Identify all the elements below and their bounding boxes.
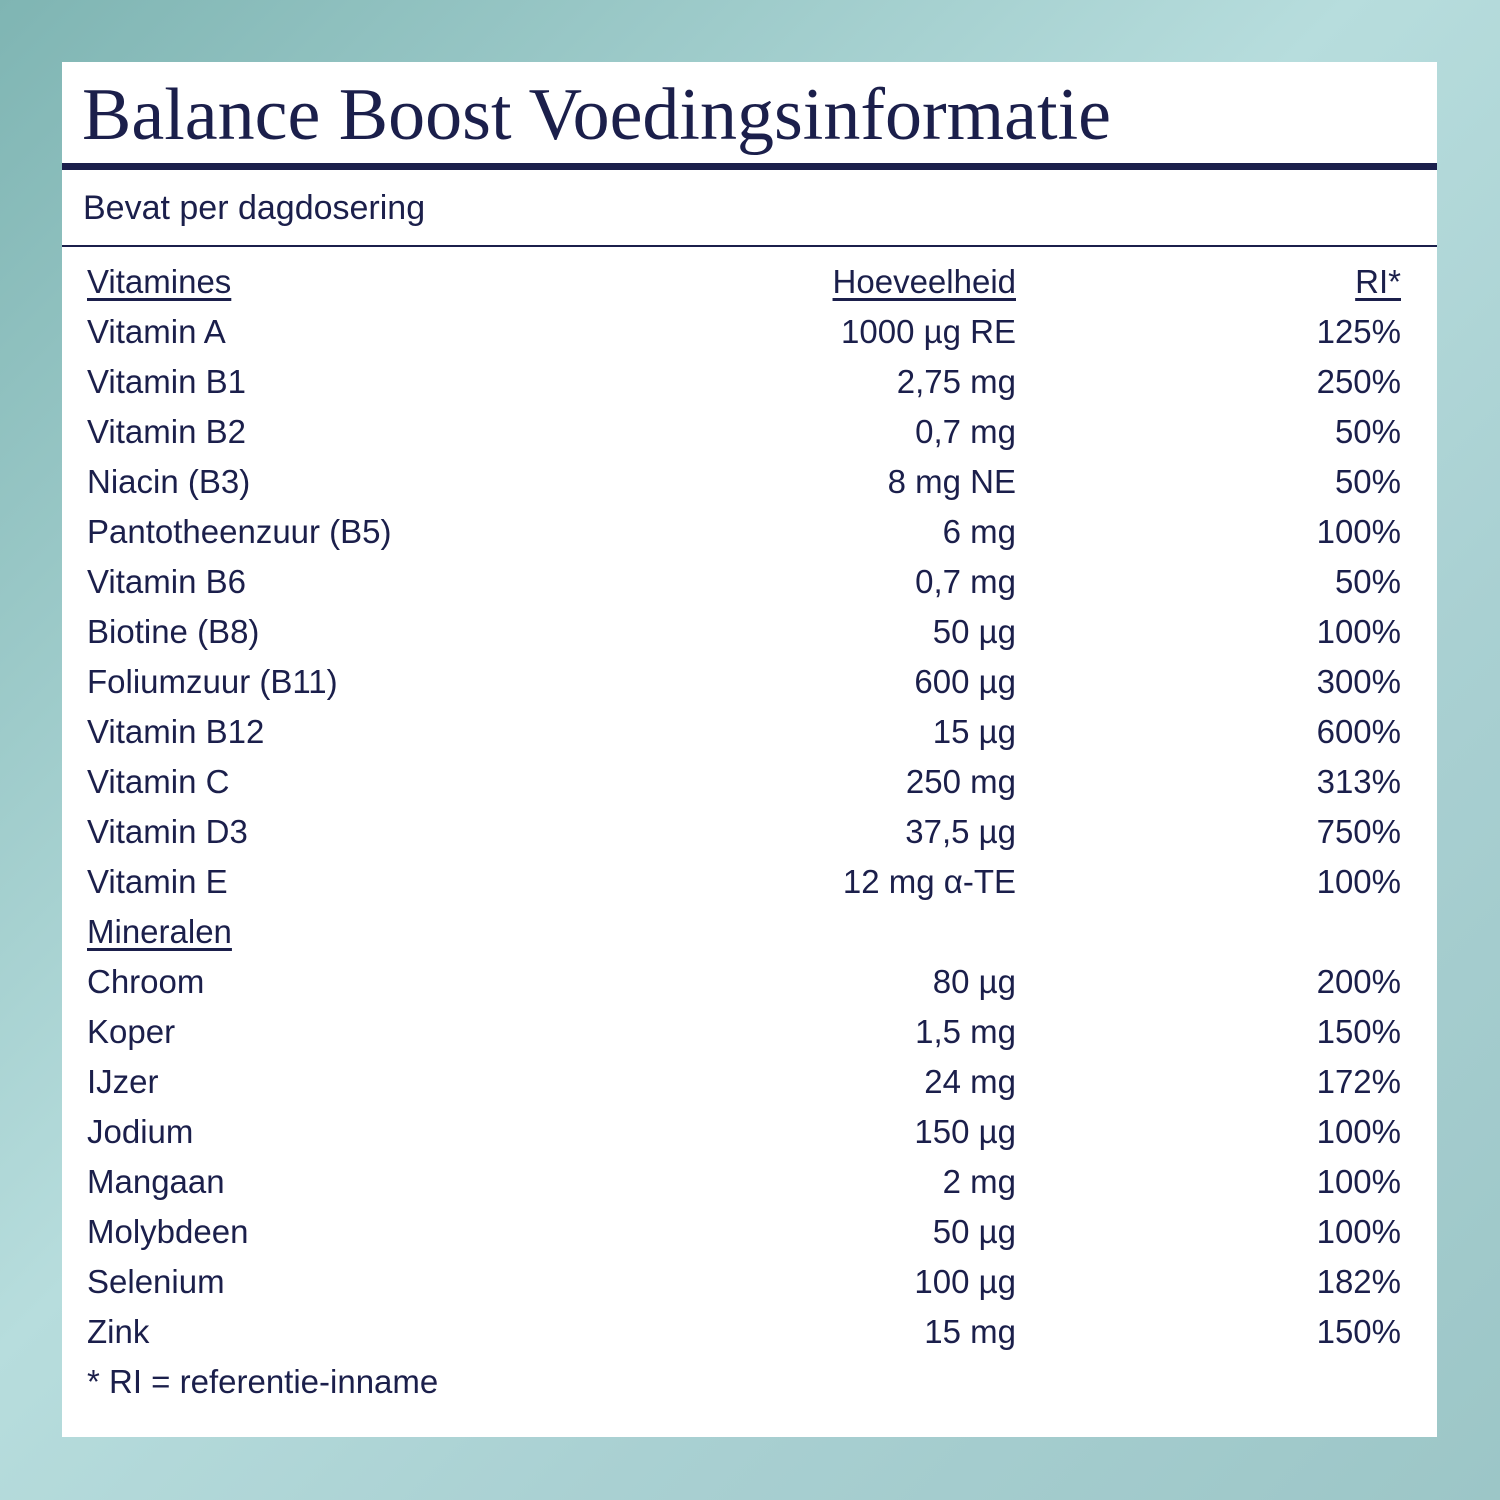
table-cell: Vitamin B12 [87, 713, 265, 750]
table-cell: Vitamin E [87, 863, 228, 900]
table-cell: 250 mg [905, 763, 1016, 800]
title: Balance Boost Voedingsinformatie [82, 74, 1111, 156]
table-cell: Niacin (B3) [87, 463, 251, 500]
table-cell: Koper [87, 1013, 176, 1050]
table-cell: 6 mg [942, 513, 1016, 550]
nutrition-panel: Balance Boost Voedingsinformatie Bevat p… [62, 62, 1437, 1437]
table-cell: 15 µg [932, 713, 1016, 750]
table-cell: Mangaan [87, 1163, 225, 1200]
table-cell: 300% [1316, 663, 1401, 700]
table-cell: 100% [1316, 513, 1401, 550]
table-cell: Vitamin B6 [87, 563, 246, 600]
table-cell: 172% [1316, 1063, 1401, 1100]
table-cell: 100 µg [914, 1263, 1016, 1300]
table-cell: Pantotheenzuur (B5) [87, 513, 392, 550]
table-cell: 15 mg [924, 1313, 1016, 1350]
table-cell: Selenium [87, 1263, 225, 1300]
column-header: Vitamines [87, 263, 232, 300]
table-cell: Zink [87, 1313, 150, 1350]
table-cell: Foliumzuur (B11) [87, 663, 338, 700]
table-cell: Biotine (B8) [87, 613, 260, 650]
table-cell: 100% [1316, 863, 1401, 900]
table-cell: 600% [1316, 713, 1401, 750]
column-header: RI* [1355, 263, 1401, 300]
table-cell: 150% [1316, 1013, 1401, 1050]
table-cell: Jodium [87, 1113, 194, 1150]
table-cell: Chroom [87, 963, 205, 1000]
footnote: * RI = referentie-inname [87, 1363, 439, 1400]
table-cell: 12 mg α-TE [842, 863, 1016, 900]
table-cell: 100% [1316, 1213, 1401, 1250]
table-cell: 50% [1334, 563, 1401, 600]
table-cell: 2,75 mg [896, 363, 1016, 400]
table-cell: 250% [1316, 363, 1401, 400]
table-cell: IJzer [87, 1063, 159, 1100]
table-cell: 313% [1316, 763, 1401, 800]
table-cell: 1000 µg RE [841, 313, 1016, 350]
table-cell: Vitamin B2 [87, 413, 246, 450]
table-cell: Molybdeen [87, 1213, 249, 1250]
table-cell: 150% [1316, 1313, 1401, 1350]
table-cell: Vitamin D3 [87, 813, 248, 850]
divider [62, 245, 1437, 247]
table-cell: 50 µg [932, 613, 1016, 650]
subtitle: Bevat per dagdosering [83, 189, 426, 227]
table-cell: 1,5 mg [915, 1013, 1016, 1050]
table-cell: 600 µg [914, 663, 1016, 700]
table-cell: 0,7 mg [915, 413, 1016, 450]
divider [62, 163, 1437, 170]
table-cell: Vitamin C [87, 763, 230, 800]
table-cell: 182% [1316, 1263, 1401, 1300]
table-cell: 200% [1316, 963, 1401, 1000]
table-cell: 24 mg [924, 1063, 1016, 1100]
table-cell: 8 mg NE [887, 463, 1016, 500]
table-cell: 50% [1334, 413, 1401, 450]
table-cell: 2 mg [942, 1163, 1016, 1200]
table-cell: 100% [1316, 1163, 1401, 1200]
table-cell: Vitamin B1 [87, 363, 246, 400]
table-cell: 125% [1316, 313, 1401, 350]
table-cell: 100% [1316, 1113, 1401, 1150]
table-cell: Vitamin A [87, 313, 226, 350]
table-cell: 150 µg [914, 1113, 1016, 1150]
section-heading: Mineralen [87, 913, 232, 950]
table-cell: 50 µg [932, 1213, 1016, 1250]
column-header: Hoeveelheid [832, 263, 1016, 300]
table-cell: 750% [1316, 813, 1401, 850]
table-cell: 100% [1316, 613, 1401, 650]
table-cell: 0,7 mg [915, 563, 1016, 600]
table-cell: 80 µg [932, 963, 1016, 1000]
table-cell: 37,5 µg [905, 813, 1016, 850]
table-cell: 50% [1334, 463, 1401, 500]
